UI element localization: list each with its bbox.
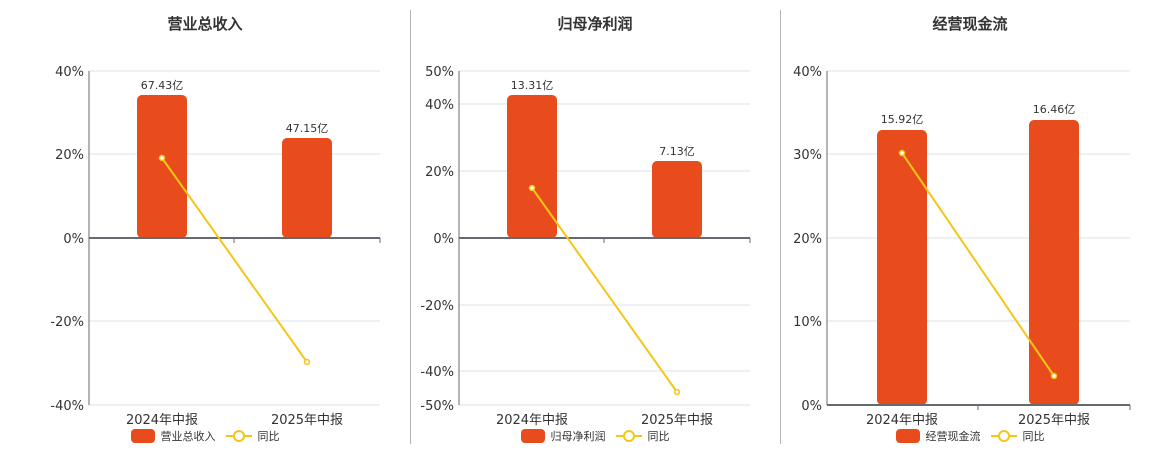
legend-line-label[interactable]: 同比 (1022, 430, 1045, 443)
y-tick-label: -20% (50, 315, 84, 330)
bar-value-label: 7.13亿 (659, 145, 695, 158)
chart-panel-operating-cashflow: 经营现金流 15.92亿 16.46亿 40% 30% 20% 10% 0% 2… (780, 0, 1160, 450)
x-tick-label: 2025年中报 (271, 413, 343, 428)
y-tick-label: 0% (433, 232, 454, 247)
legend-bar-swatch[interactable] (130, 429, 155, 443)
panel-separator (410, 10, 411, 444)
bar-2024[interactable] (877, 130, 927, 405)
legend-line-icon[interactable] (225, 429, 252, 443)
yoy-point[interactable] (158, 154, 166, 162)
y-tick-label: 20% (425, 165, 454, 180)
y-tick-label: 0% (63, 232, 84, 247)
bar-2025[interactable] (282, 138, 332, 238)
y-tick-label: 20% (55, 148, 84, 163)
y-tick-label: 40% (793, 65, 822, 80)
bar-2025[interactable] (1029, 120, 1079, 405)
yoy-line (901, 152, 1055, 377)
chart-legend: 营业总收入 同比 (0, 428, 410, 444)
chart-plot: 15.92亿 16.46亿 40% 30% 20% 10% 0% 2024年中报… (793, 65, 1131, 428)
y-tick-label: -40% (420, 365, 454, 380)
x-tick-label: 2024年中报 (496, 413, 568, 428)
legend-bar-swatch[interactable] (520, 429, 545, 443)
y-tick-label: 40% (55, 65, 84, 80)
chart-panel-revenue: 营业总收入 67.43亿 47.15亿 40% 20% 0% -20% -40%… (0, 0, 410, 450)
legend-line-label[interactable]: 同比 (257, 430, 280, 443)
y-tick-label: 20% (793, 232, 822, 247)
chart-panel-net-profit: 归母净利润 13.31亿 7.13亿 50% 40% 20% 0% -20% -… (410, 0, 780, 450)
yoy-point[interactable] (303, 358, 311, 366)
yoy-point[interactable] (673, 388, 681, 396)
bar-2024[interactable] (507, 95, 557, 238)
y-tick-label: 10% (793, 315, 822, 330)
yoy-point[interactable] (528, 184, 536, 192)
panel-separator (780, 10, 781, 444)
yoy-point[interactable] (898, 149, 906, 157)
bar-value-label: 13.31亿 (511, 79, 554, 92)
y-tick-label: -20% (420, 299, 454, 314)
bar-value-label: 15.92亿 (881, 113, 924, 126)
legend-line-icon[interactable] (615, 429, 642, 443)
y-tick-label: 50% (425, 65, 454, 80)
bar-2024[interactable] (137, 95, 187, 238)
y-tick-label: -50% (420, 399, 454, 414)
yoy-point[interactable] (1050, 372, 1058, 380)
chart-title: 经营现金流 (932, 15, 1008, 33)
chart-legend: 经营现金流 同比 (780, 428, 1160, 444)
legend-line-label[interactable]: 同比 (647, 430, 670, 443)
y-tick-label: 0% (801, 399, 822, 414)
chart-plot: 13.31亿 7.13亿 50% 40% 20% 0% -20% -40% -5… (420, 65, 751, 428)
chart-legend: 归母净利润 同比 (410, 428, 780, 444)
chart-title: 营业总收入 (167, 15, 243, 33)
yoy-line (531, 187, 678, 393)
x-tick-label: 2024年中报 (866, 413, 938, 428)
bar-2025[interactable] (652, 161, 702, 238)
bar-value-label: 16.46亿 (1033, 103, 1076, 116)
y-tick-label: 30% (793, 148, 822, 163)
bar-value-label: 67.43亿 (141, 79, 184, 92)
y-tick-label: 40% (425, 98, 454, 113)
legend-bar-label[interactable]: 经营现金流 (925, 430, 981, 443)
x-tick-label: 2025年中报 (641, 413, 713, 428)
y-tick-label: -40% (50, 399, 84, 414)
legend-bar-label[interactable]: 归母净利润 (550, 430, 606, 443)
x-tick-label: 2024年中报 (126, 413, 198, 428)
bar-value-label: 47.15亿 (286, 122, 329, 135)
chart-title: 归母净利润 (557, 15, 633, 33)
chart-plot: 67.43亿 47.15亿 40% 20% 0% -20% -40% 2024年… (50, 65, 381, 428)
gridlines (827, 70, 1130, 322)
legend-bar-swatch[interactable] (895, 429, 920, 443)
legend-line-icon[interactable] (990, 429, 1017, 443)
legend-bar-label[interactable]: 营业总收入 (160, 430, 216, 443)
yoy-line (161, 157, 308, 363)
x-tick-label: 2025年中报 (1018, 413, 1090, 428)
